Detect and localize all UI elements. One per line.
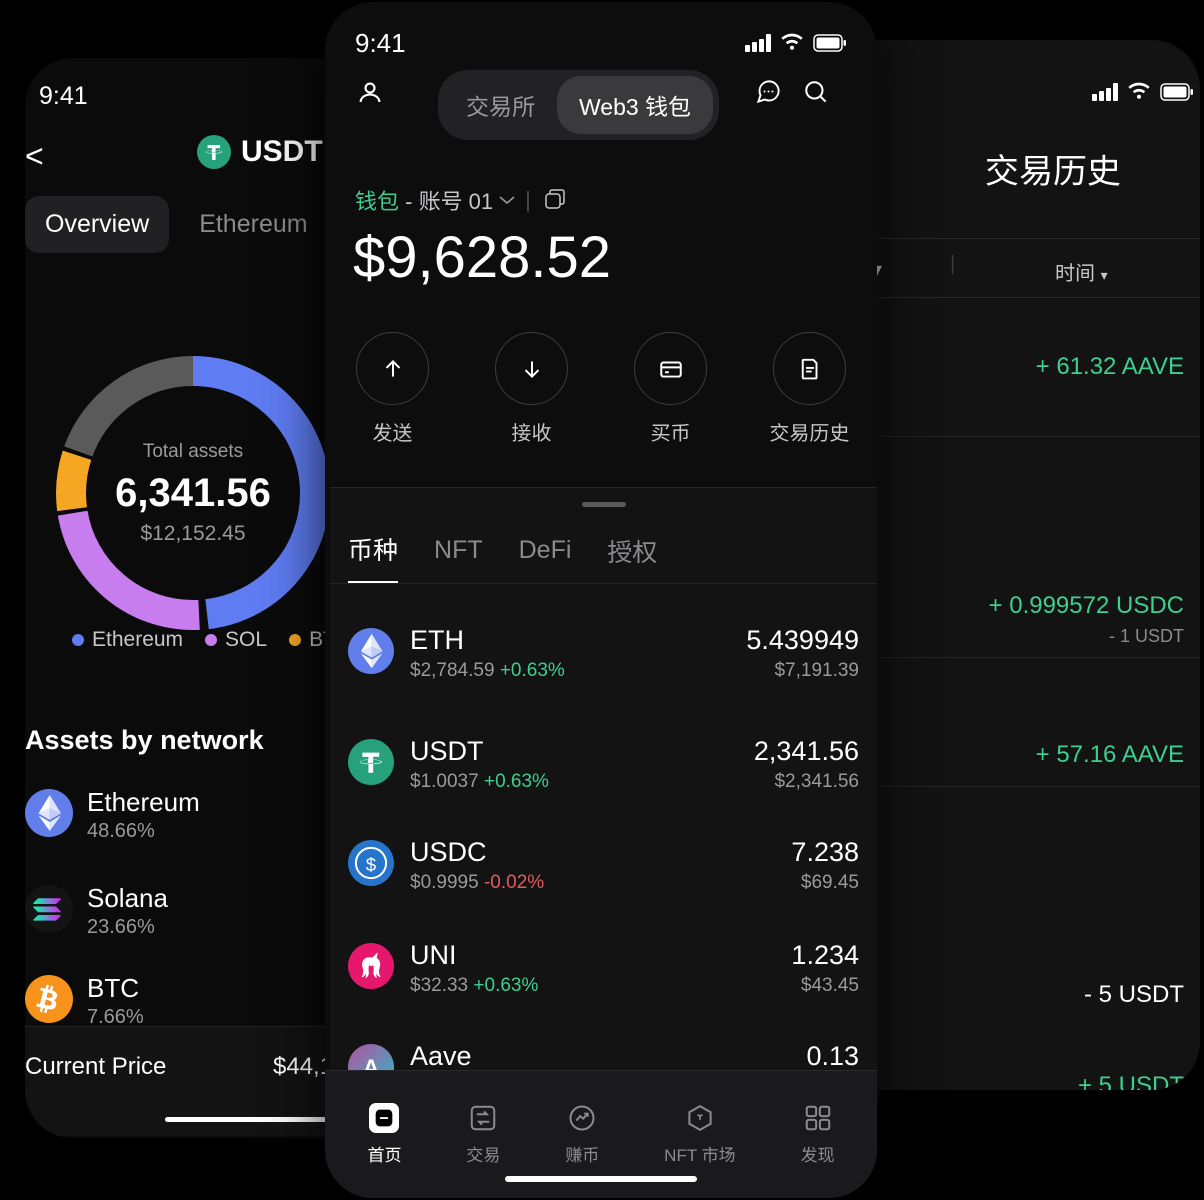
svg-text:$: $: [366, 854, 377, 875]
